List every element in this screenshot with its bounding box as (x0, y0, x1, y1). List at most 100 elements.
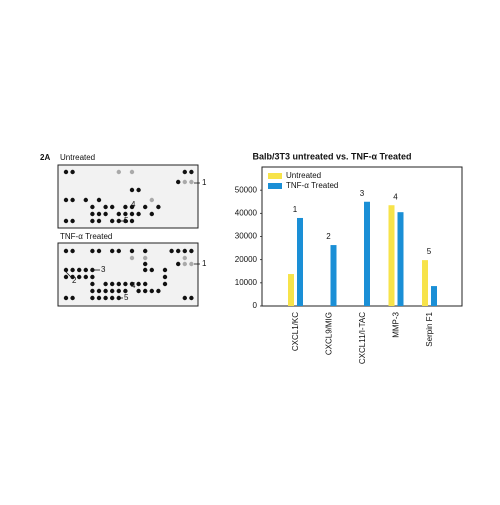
bar (364, 201, 370, 306)
blot-frame (57, 164, 199, 229)
blot-spot (123, 281, 128, 287)
blot-spot (176, 261, 181, 267)
blot-spot (70, 197, 75, 203)
group-label: 2 (326, 232, 331, 241)
blot-spot (143, 248, 148, 254)
blot-spot (116, 211, 122, 217)
legend-label: Untreated (286, 171, 321, 180)
blot-label: 4 (131, 281, 136, 290)
bar (422, 260, 428, 306)
blot-spot (90, 281, 95, 287)
group-label: 5 (427, 247, 432, 256)
blot-spot (90, 211, 95, 217)
bar (431, 286, 437, 306)
x-tick-label: CXCL1/KC (291, 312, 300, 351)
blot-title: Untreated (60, 153, 95, 162)
x-tick-label: Serpin F1 (425, 311, 434, 346)
blot-spot (143, 281, 148, 287)
y-tick-label: 50000 (235, 185, 258, 194)
y-tick-label: 0 (253, 301, 258, 310)
blot-spot (110, 295, 115, 301)
blot-spot (116, 288, 122, 294)
blot-spot (96, 248, 102, 254)
blot-spot (182, 295, 187, 301)
blot-spot (110, 288, 115, 294)
legend-label: TNF-α Treated (286, 181, 338, 190)
blot-spot (143, 288, 148, 294)
blot-label: 4 (131, 200, 136, 209)
blot-spot (116, 218, 122, 224)
blot-spot (116, 281, 122, 287)
blot-spot (110, 204, 115, 210)
bar (388, 205, 395, 306)
figure-label: 2A (40, 153, 50, 162)
blot-label: 5 (124, 293, 129, 302)
blot-spot (136, 281, 141, 287)
blot-spot (70, 295, 75, 301)
blot-spot (189, 179, 194, 185)
legend-swatch (268, 183, 282, 189)
blot-spot (149, 267, 154, 273)
group-label: 1 (293, 205, 298, 214)
blot-spot (123, 204, 128, 210)
blot-spot (129, 248, 135, 254)
blot-spot (63, 197, 69, 203)
blot-spot (182, 169, 187, 175)
blot-title: TNF-α Treated (60, 232, 112, 241)
blot-spot (182, 248, 187, 254)
blot-spot (182, 261, 187, 267)
blot-spot (189, 248, 194, 254)
blot-spot (63, 267, 69, 273)
blot-spot (129, 211, 135, 217)
blot-spot (143, 204, 148, 210)
blot-spot (70, 248, 75, 254)
blot-spot (116, 295, 122, 301)
legend-swatch (268, 173, 282, 179)
blot-spot (96, 295, 102, 301)
blot-frame (57, 242, 199, 307)
blot-spot (116, 248, 122, 254)
blot-spot (129, 281, 135, 287)
blot-spot (90, 267, 95, 273)
blot-spot (96, 197, 102, 203)
blot-spot (96, 211, 102, 217)
bar (288, 274, 294, 306)
bar (330, 245, 337, 306)
blot-spot (63, 218, 69, 224)
blot-spot (162, 267, 168, 273)
blot-spot (149, 288, 154, 294)
blot-label: 2 (72, 276, 77, 285)
blot-spot (189, 261, 194, 267)
blot-spot (136, 187, 141, 193)
blot-spot (123, 211, 128, 217)
blot-spot (129, 204, 135, 210)
blot-spot (182, 179, 187, 185)
blot-spot (162, 281, 168, 287)
y-tick-label: 20000 (235, 255, 258, 264)
blot-spot (103, 211, 108, 217)
blot-spot (77, 274, 82, 280)
x-tick-label: CXCL9/MIG (325, 312, 334, 355)
blot-spot (189, 295, 194, 301)
blot-spot (169, 248, 174, 254)
blot-spot (83, 197, 89, 203)
blot-spot (129, 218, 135, 224)
chart-title: Balb/3T3 untreated vs. TNF-α Treated (252, 151, 411, 161)
blot-spot (96, 218, 102, 224)
group-label: 3 (360, 189, 365, 198)
blot-spot (136, 288, 141, 294)
blot-spot (149, 197, 154, 203)
blot-spot (70, 267, 75, 273)
bar (297, 217, 303, 306)
blot-spot (103, 295, 108, 301)
blot-spot (70, 274, 75, 280)
y-tick-label: 40000 (235, 208, 258, 217)
blot-spot (116, 169, 122, 175)
x-tick-label: MMP-3 (392, 311, 401, 337)
blot-spot (129, 255, 135, 261)
blot-spot (103, 204, 108, 210)
blot-label: 1 (202, 178, 207, 187)
blot-spot (103, 281, 108, 287)
blot-spot (110, 248, 115, 254)
